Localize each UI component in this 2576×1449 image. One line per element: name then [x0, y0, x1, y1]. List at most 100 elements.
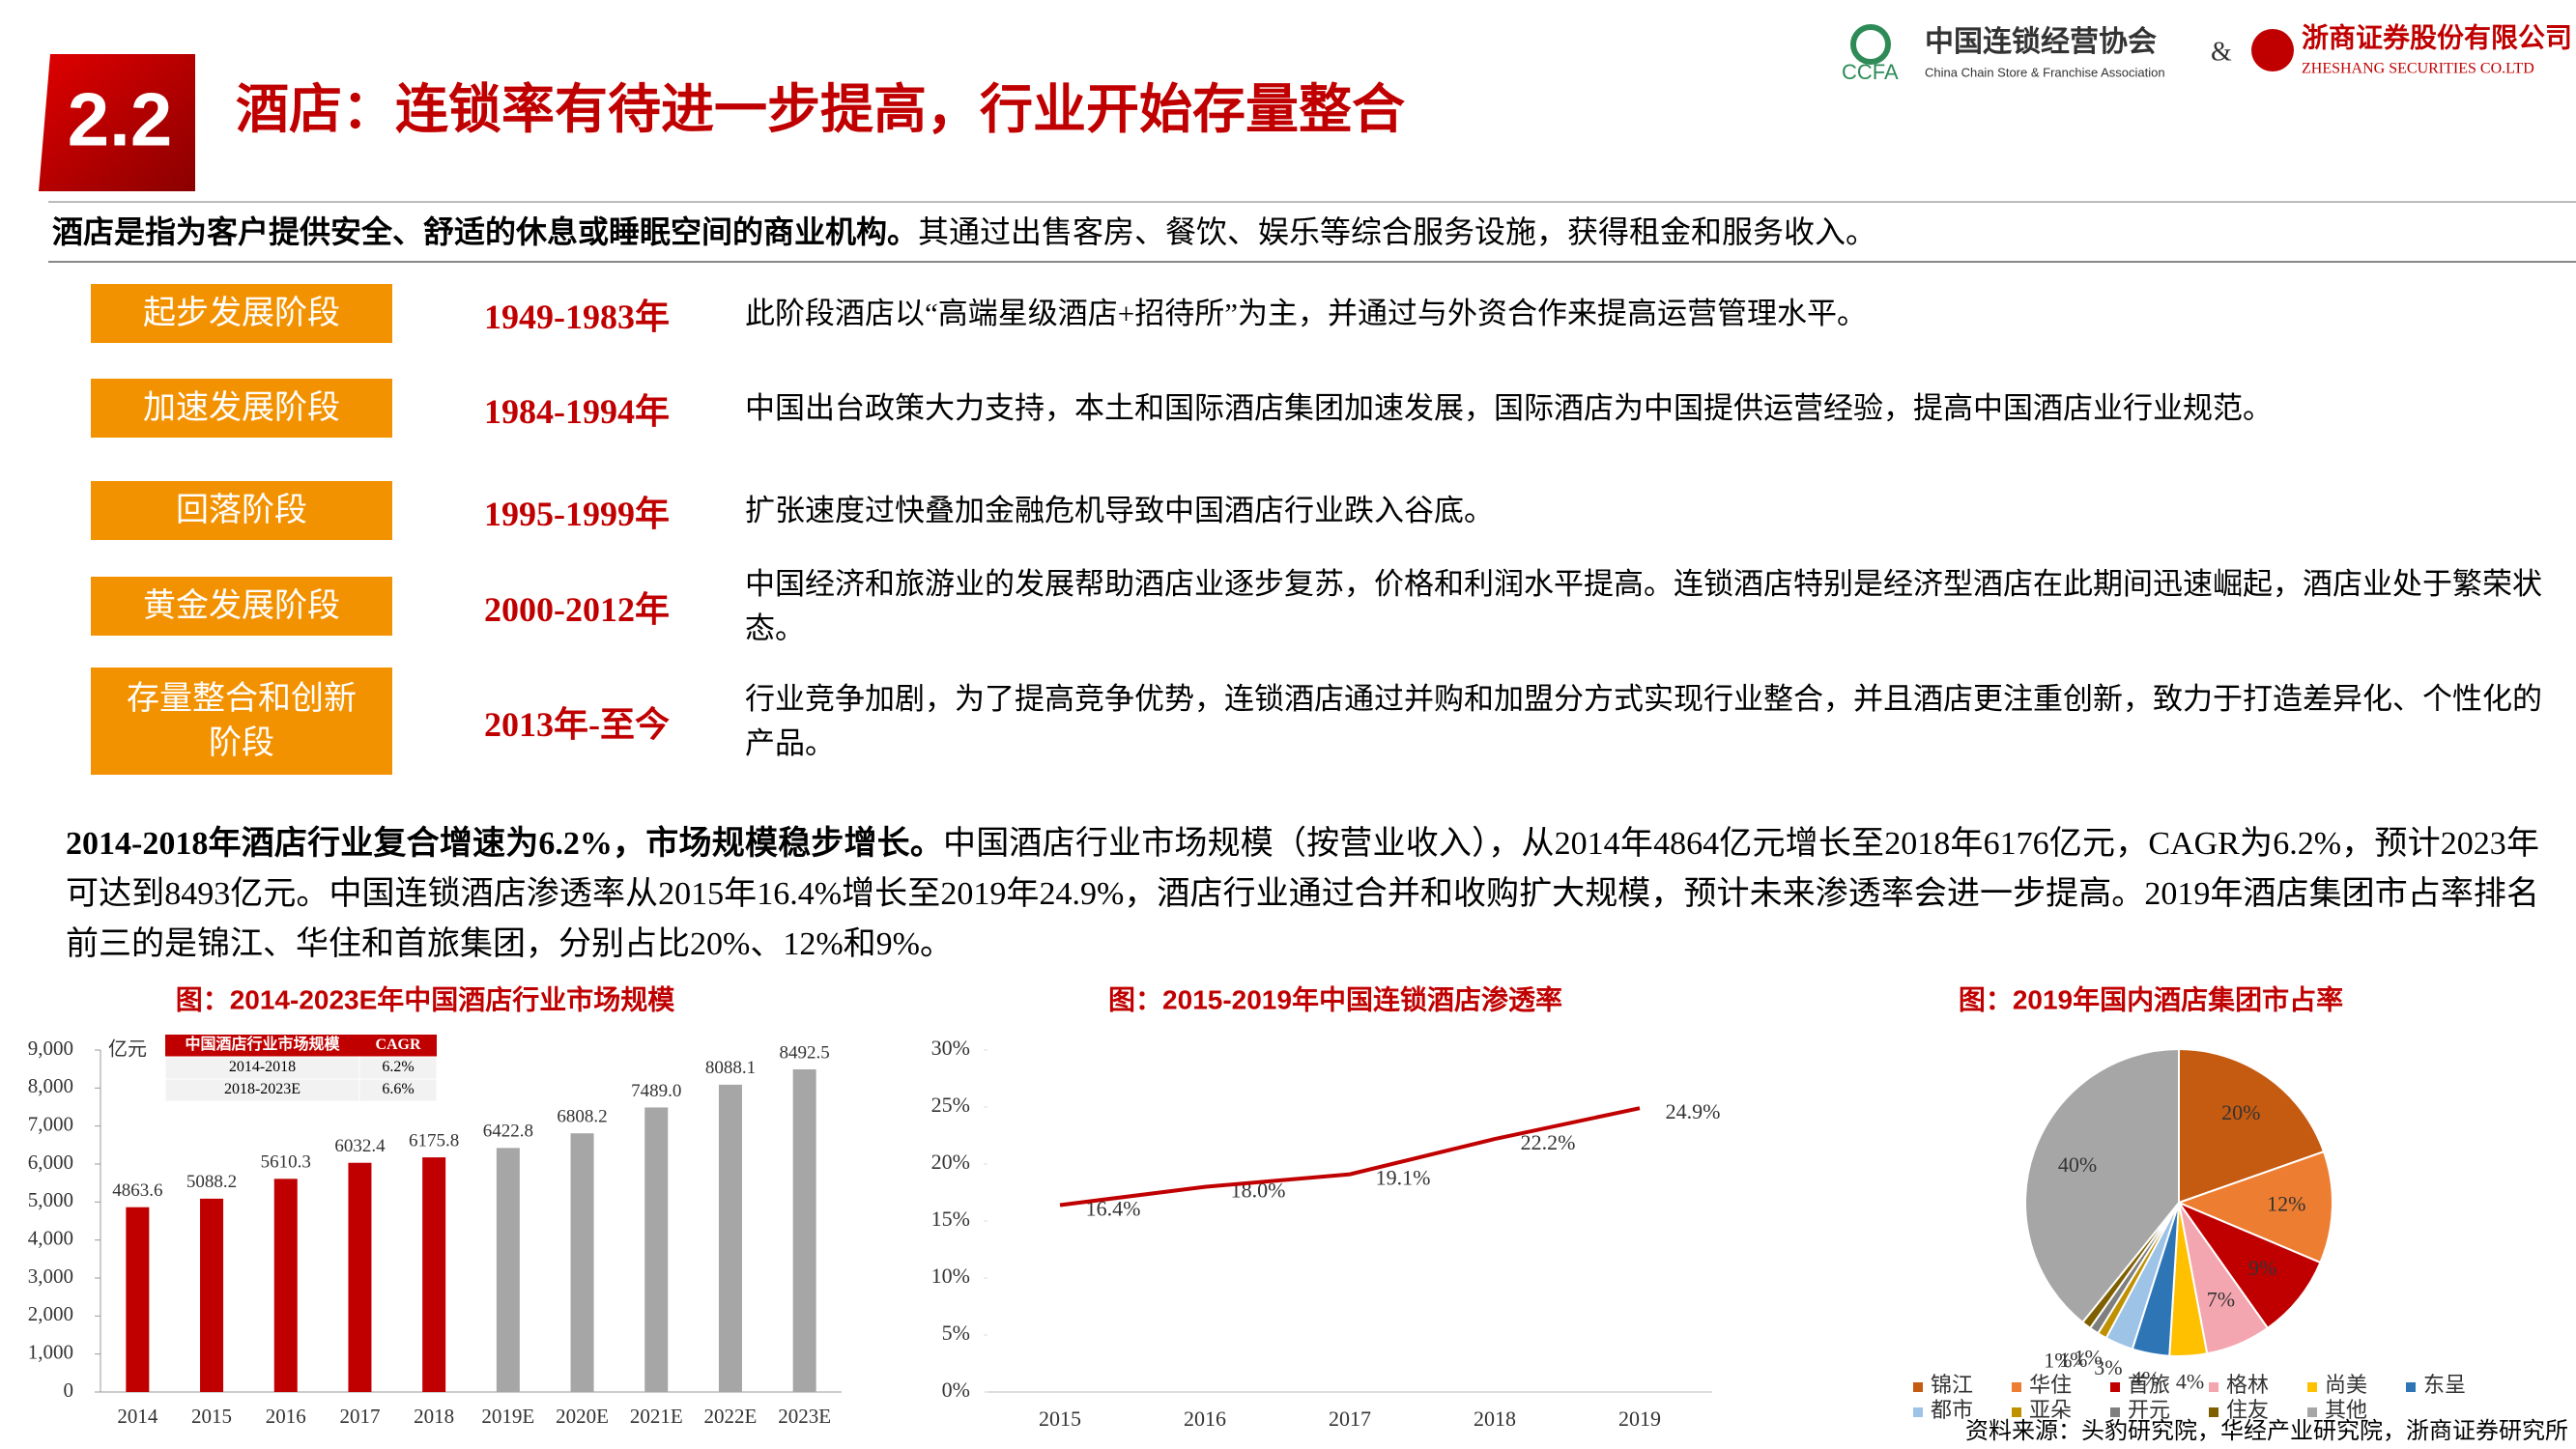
legend-label: 华住 [2029, 1373, 2072, 1397]
legend-swatch [2209, 1407, 2218, 1417]
value-label: 5610.3 [261, 1152, 311, 1173]
ampersand: & [2211, 37, 2232, 67]
legend-swatch [2406, 1382, 2416, 1392]
legend-swatch [1913, 1382, 1923, 1392]
line [1059, 1106, 1641, 1208]
stage-period: 1949-1983年 [484, 297, 670, 336]
summary: 2014-2018年酒店行业复合增速为6.2%，市场规模稳步增长。中国酒店行业市… [66, 819, 2539, 970]
stage-box: 黄金发展阶段 [91, 577, 392, 636]
y-tick-label: 30% [931, 1036, 970, 1060]
y-tick-label: 8,000 [28, 1074, 73, 1097]
legend-label: 东呈 [2423, 1373, 2466, 1397]
value-label: 6422.8 [483, 1122, 533, 1142]
x-tick-label: 2014 [117, 1405, 158, 1428]
value-label: 6175.8 [409, 1130, 459, 1151]
x-tick-label: 2016 [266, 1405, 306, 1428]
legend-label: 锦江 [1931, 1373, 1973, 1397]
chart-share: 图：2019年国内酒店集团市占率 20% 锦江 12% 华住 9% 首旅 7% 格林 4% 尚美 4%… [1913, 983, 2466, 1422]
y-tick-label: 7,000 [28, 1112, 73, 1135]
summary-text: 中国酒店行业市场规模（按营业收入），从2014年4864亿元增长至2018年61… [66, 826, 2539, 962]
stage-period: 2013年-至今 [484, 704, 670, 744]
badge: 2.2 [39, 54, 195, 191]
value-label: 24.9% [1666, 1099, 1721, 1123]
chart-penetration: 图：2015-2019年中国连锁酒店渗透率 0% 5% 10% 15% 20% 25% 30%… [931, 983, 1721, 1431]
table-cell [358, 1078, 438, 1102]
table-header-text: CAGR [375, 1037, 421, 1053]
y-tick-label: 25% [931, 1093, 970, 1117]
bar [422, 1157, 446, 1392]
value-label: 4863.6 [112, 1180, 162, 1201]
bar [496, 1148, 520, 1392]
value-label: 4% [2176, 1369, 2204, 1393]
legend-label: 住友 [2226, 1398, 2269, 1422]
y-tick-label: 0 [64, 1378, 74, 1402]
value-label: 5088.2 [186, 1172, 237, 1192]
unit-label: 亿元 [108, 1038, 147, 1061]
source: 资料来源：头豹研究院，华经产业研究院，浙商证券研究所 [1965, 1419, 2568, 1444]
y-tick-label: 10% [931, 1264, 970, 1288]
stage-period: 1984-1994年 [484, 391, 670, 431]
value-label: 22.2% [1521, 1130, 1576, 1154]
y-tick-label: 9,000 [28, 1037, 73, 1060]
table-header-text: 中国酒店行业市场规模 [185, 1035, 340, 1053]
value-label: 4% [2132, 1366, 2160, 1390]
pie-slice [2176, 1200, 2322, 1330]
legend-swatch [2307, 1407, 2317, 1417]
table-header-cell [165, 1035, 359, 1057]
stage-description: 此阶段酒店以“高端星级酒店+招待所”为主，并通过与外资合作来提高运营管理水平。 [745, 296, 1867, 330]
badge-shape [39, 54, 195, 191]
y-tick-label: 5% [942, 1321, 970, 1345]
zheshang-name: 浙商证券股份有限公司 [2302, 22, 2572, 53]
stage-box: 起步发展阶段 [91, 284, 392, 343]
divider [48, 201, 2576, 203]
x-tick-label: 2016 [1184, 1406, 1226, 1431]
legend-swatch [2110, 1407, 2120, 1417]
bar [200, 1198, 224, 1392]
intro-text: 其通过出售客房、餐饮、娱乐等综合服务设施，获得租金和服务收入。 [918, 214, 1877, 249]
pie-slice [2024, 1047, 2180, 1324]
x-tick-label: 2020E [556, 1405, 609, 1428]
legend-label: 尚美 [2325, 1373, 2367, 1397]
bar [126, 1207, 150, 1392]
value-label: 9% [2248, 1256, 2276, 1280]
y-tick-label: 2,000 [28, 1302, 73, 1325]
stage-period: 1995-1999年 [484, 494, 670, 533]
intro: 酒店是指为客户提供安全、舒适的休息或睡眠空间的商业机构。其通过出售客房、餐饮、娱… [52, 211, 1876, 253]
table-text: 2018-2023E [224, 1081, 301, 1097]
legend-label: 首旅 [2128, 1373, 2170, 1397]
bar [644, 1107, 669, 1392]
x-tick-label: 2017 [339, 1405, 380, 1428]
y-tick-label: 1,000 [28, 1340, 73, 1363]
x-tick-label: 2015 [191, 1405, 232, 1428]
bar [792, 1068, 816, 1392]
legend-label: 其他 [2325, 1398, 2367, 1422]
bar [570, 1133, 594, 1392]
bar [273, 1179, 298, 1392]
chart-title: 图：2014-2023E年中国酒店行业市场规模 [176, 983, 676, 1014]
value-label: 1% [2059, 1348, 2087, 1372]
zheshang-icon [2251, 29, 2294, 71]
value-label: 1% [2044, 1349, 2072, 1373]
value-label: 8492.5 [780, 1042, 830, 1063]
x-tick-label: 2023E [778, 1405, 831, 1428]
value-label: 20% [2221, 1100, 2260, 1124]
legend-swatch [2307, 1382, 2317, 1392]
value-label: 7% [2207, 1288, 2235, 1312]
x-tick-label: 2022E [704, 1405, 758, 1428]
chart-title: 图：2015-2019年中国连锁酒店渗透率 [1108, 983, 1562, 1014]
bar [718, 1084, 742, 1392]
legend-swatch [1913, 1407, 1923, 1417]
legend-swatch [2012, 1382, 2021, 1392]
x-tick-label: 2018 [1474, 1406, 1516, 1431]
ccfa-icon [1850, 24, 1891, 65]
y-tick-label: 6,000 [28, 1151, 73, 1174]
value-label: 12% [2267, 1191, 2305, 1215]
value-label: 7489.0 [631, 1081, 681, 1101]
stage-period: 2000-2012年 [484, 589, 670, 629]
legend-swatch [2012, 1407, 2021, 1417]
legend-label: 亚朵 [2029, 1398, 2072, 1422]
stage-box: 回落阶段 [91, 481, 392, 540]
ccfa-english: China Chain Store & Franchise Associatio… [1925, 65, 2165, 79]
